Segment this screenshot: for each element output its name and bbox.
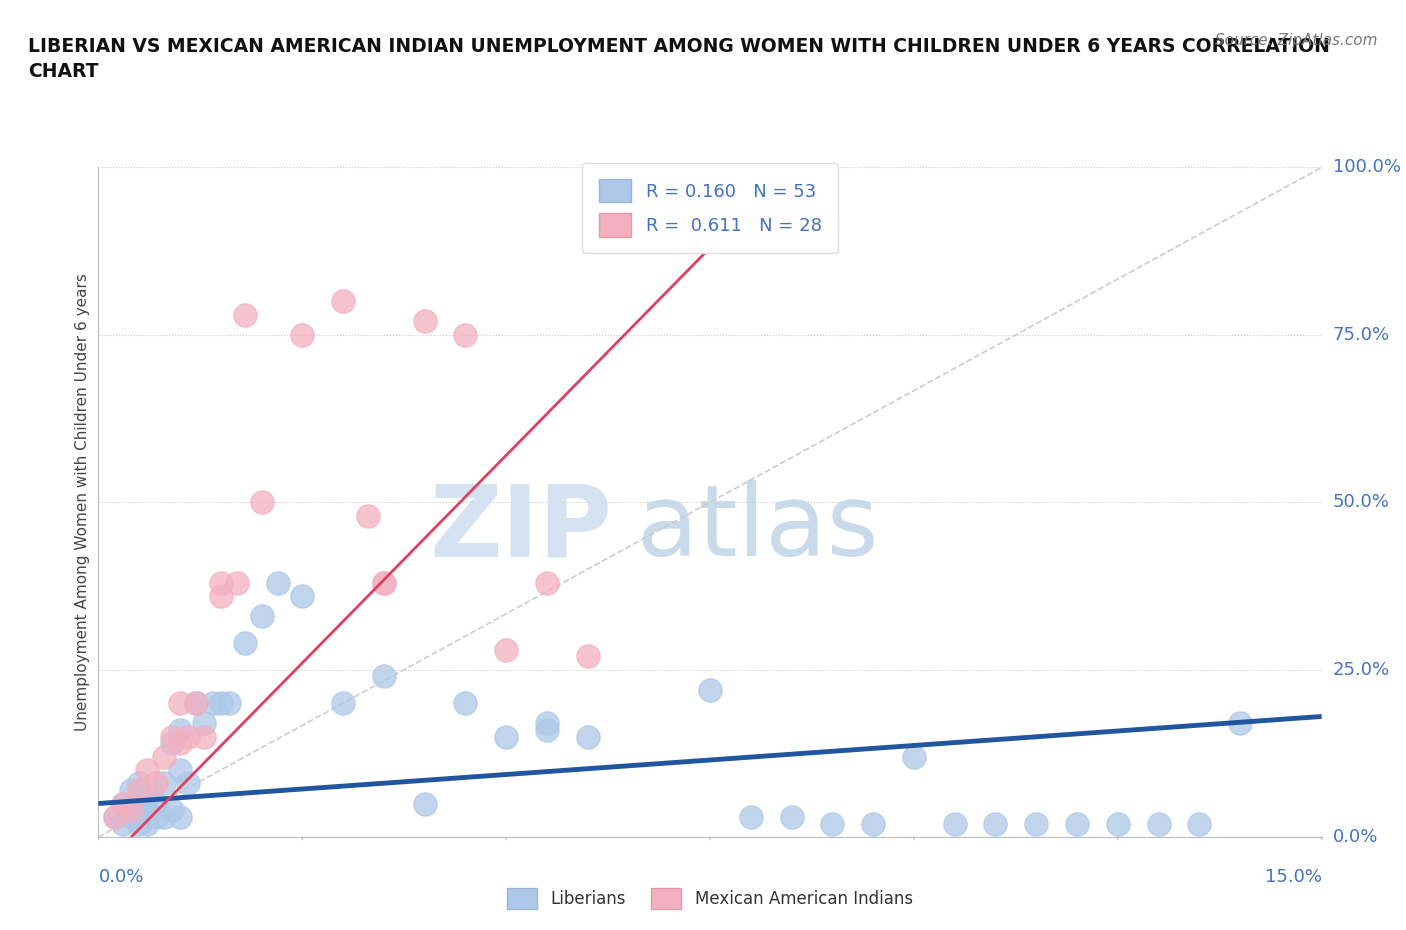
Point — [111, 796, 134, 811]
Point — [128, 817, 150, 831]
Point — [233, 307, 256, 322]
Point — [373, 575, 395, 590]
Point — [226, 575, 249, 590]
Point — [128, 776, 150, 790]
Point — [780, 809, 803, 824]
Point — [160, 803, 183, 817]
Point — [177, 729, 200, 744]
Point — [152, 750, 174, 764]
Point — [495, 642, 517, 657]
Text: 0.0%: 0.0% — [1333, 828, 1378, 846]
Point — [104, 809, 127, 824]
Text: Source: ZipAtlas.com: Source: ZipAtlas.com — [1215, 33, 1378, 47]
Point — [536, 716, 558, 731]
Point — [104, 809, 127, 824]
Point — [233, 635, 256, 650]
Point — [145, 809, 167, 824]
Point — [145, 776, 167, 790]
Point — [186, 696, 208, 711]
Point — [120, 783, 142, 798]
Point — [186, 696, 208, 711]
Point — [1147, 817, 1170, 831]
Point — [169, 723, 191, 737]
Point — [136, 817, 159, 831]
Point — [177, 776, 200, 790]
Point — [1107, 817, 1129, 831]
Point — [356, 508, 378, 523]
Point — [250, 495, 273, 510]
Point — [1188, 817, 1211, 831]
Point — [169, 763, 191, 777]
Text: 50.0%: 50.0% — [1333, 493, 1389, 512]
Point — [821, 817, 844, 831]
Point — [576, 649, 599, 664]
Point — [903, 750, 925, 764]
Point — [373, 575, 395, 590]
Point — [209, 696, 232, 711]
Point — [209, 589, 232, 604]
Point — [495, 729, 517, 744]
Point — [160, 736, 183, 751]
Point — [1025, 817, 1047, 831]
Point — [218, 696, 240, 711]
Point — [291, 589, 314, 604]
Point — [332, 696, 354, 711]
Text: 15.0%: 15.0% — [1264, 868, 1322, 885]
Point — [536, 575, 558, 590]
Point — [193, 716, 215, 731]
Text: 0.0%: 0.0% — [98, 868, 143, 885]
Point — [984, 817, 1007, 831]
Text: atlas: atlas — [637, 481, 879, 578]
Point — [373, 669, 395, 684]
Point — [943, 817, 966, 831]
Point — [128, 783, 150, 798]
Point — [413, 314, 436, 329]
Point — [699, 683, 721, 698]
Point — [120, 803, 142, 817]
Point — [128, 790, 150, 804]
Point — [413, 796, 436, 811]
Point — [536, 723, 558, 737]
Legend: Liberians, Mexican American Indians: Liberians, Mexican American Indians — [501, 881, 920, 916]
Point — [740, 809, 762, 824]
Text: LIBERIAN VS MEXICAN AMERICAN INDIAN UNEMPLOYMENT AMONG WOMEN WITH CHILDREN UNDER: LIBERIAN VS MEXICAN AMERICAN INDIAN UNEM… — [28, 37, 1330, 81]
Point — [111, 817, 134, 831]
Point — [209, 575, 232, 590]
Y-axis label: Unemployment Among Women with Children Under 6 years: Unemployment Among Women with Children U… — [75, 273, 90, 731]
Point — [136, 763, 159, 777]
Point — [169, 696, 191, 711]
Point — [128, 803, 150, 817]
Point — [145, 796, 167, 811]
Point — [454, 327, 477, 342]
Point — [160, 729, 183, 744]
Point — [250, 608, 273, 623]
Text: ZIP: ZIP — [429, 481, 612, 578]
Text: 75.0%: 75.0% — [1333, 326, 1391, 344]
Text: 25.0%: 25.0% — [1333, 660, 1391, 679]
Point — [120, 809, 142, 824]
Point — [1229, 716, 1251, 731]
Point — [1066, 817, 1088, 831]
Text: 100.0%: 100.0% — [1333, 158, 1400, 177]
Point — [267, 575, 290, 590]
Point — [201, 696, 224, 711]
Point — [576, 729, 599, 744]
Point — [862, 817, 884, 831]
Point — [136, 790, 159, 804]
Point — [136, 803, 159, 817]
Point — [152, 809, 174, 824]
Point — [291, 327, 314, 342]
Point — [193, 729, 215, 744]
Point — [111, 796, 134, 811]
Point — [169, 809, 191, 824]
Point — [332, 294, 354, 309]
Point — [152, 776, 174, 790]
Point — [169, 736, 191, 751]
Point — [454, 696, 477, 711]
